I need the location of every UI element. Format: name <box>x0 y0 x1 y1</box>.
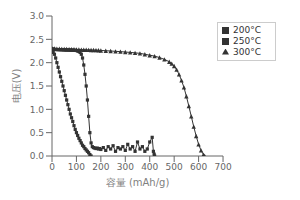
svg-text:0: 0 <box>49 162 55 172</box>
svg-text:2.0: 2.0 <box>30 58 45 68</box>
svg-text:1.5: 1.5 <box>30 81 44 91</box>
svg-text:600: 600 <box>190 162 207 172</box>
svg-text:电压(V): 电压(V) <box>11 69 22 104</box>
svg-text:200: 200 <box>92 162 109 172</box>
svg-text:2.5: 2.5 <box>30 35 44 45</box>
svg-text:400: 400 <box>141 162 158 172</box>
html-text:250°C: 250°C <box>233 36 261 46</box>
svg-text:300: 300 <box>117 162 134 172</box>
svg-text:容量 (mAh/g): 容量 (mAh/g) <box>106 177 170 188</box>
svg-text:1.0: 1.0 <box>30 105 45 115</box>
svg-text:0.0: 0.0 <box>30 151 45 161</box>
svg-text:500: 500 <box>166 162 183 172</box>
svg-text:100: 100 <box>68 162 85 172</box>
html-text:200°C: 200°C <box>233 25 261 35</box>
svg-text:3.0: 3.0 <box>30 11 45 21</box>
html-text:300°C: 300°C <box>233 47 261 57</box>
svg-text:700: 700 <box>214 162 231 172</box>
svg-text:0.5: 0.5 <box>30 128 44 138</box>
